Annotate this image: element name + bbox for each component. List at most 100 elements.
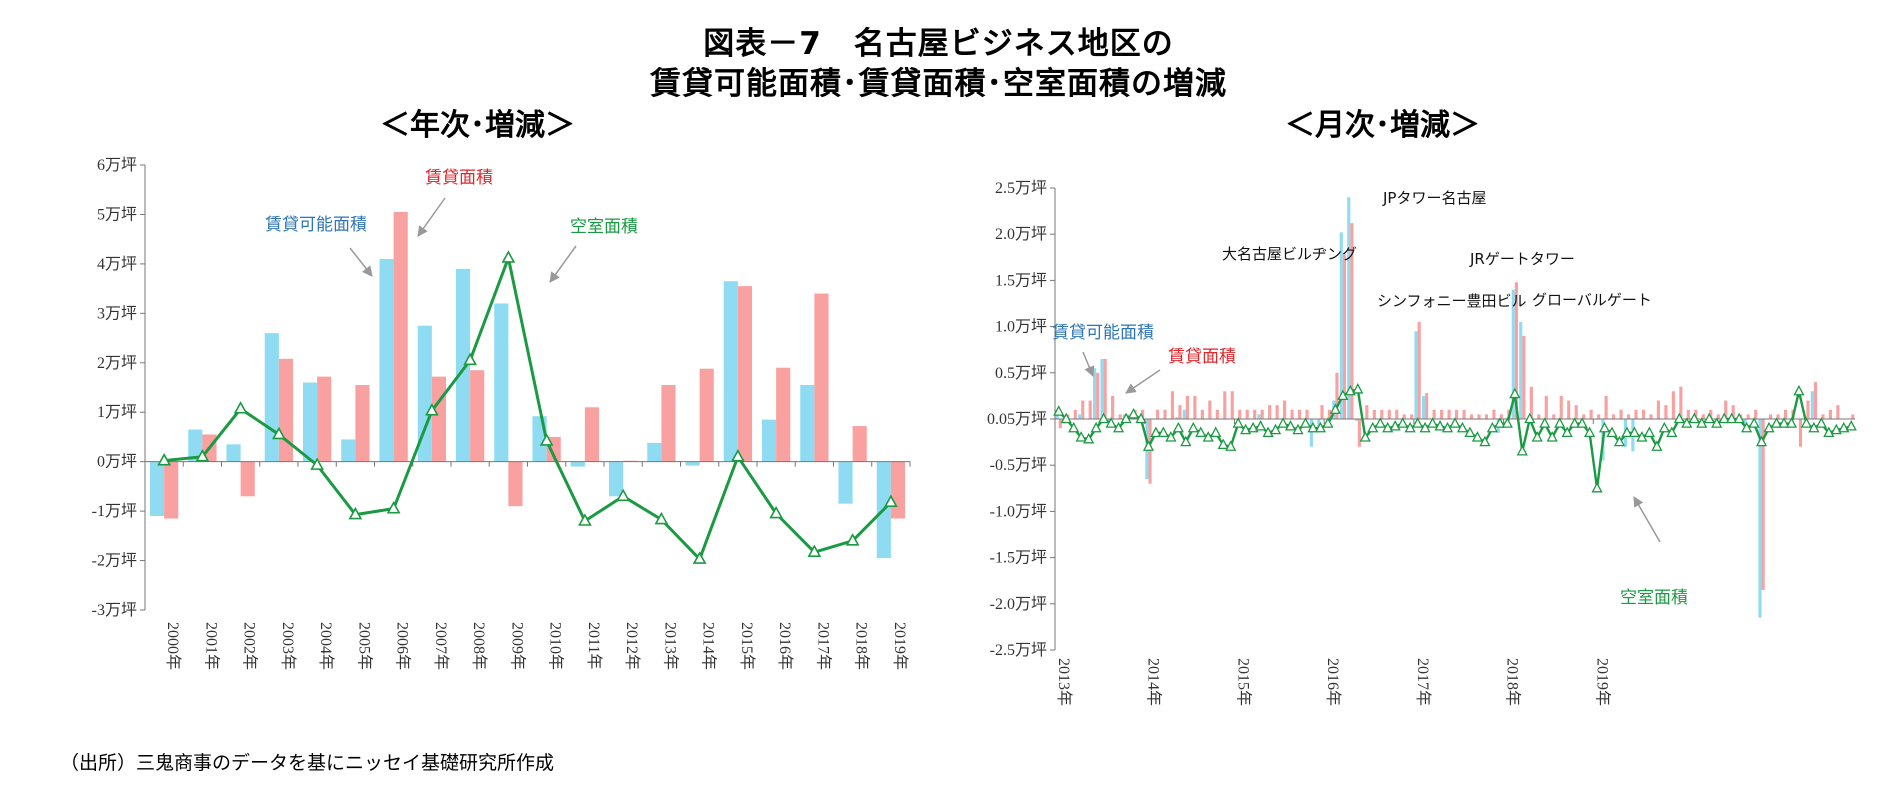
monthly-bar-available [1317,419,1321,429]
monthly-point-vacant [1800,417,1812,428]
monthly-bar-available [1257,414,1261,419]
monthly-x-tick-label: 2015年 [1234,658,1252,706]
monthly-point-vacant [1770,417,1783,428]
annual-y-tick-label: -3万坪 [92,601,137,619]
monthly-bar-leased [1499,414,1503,419]
monthly-bar-leased [1776,414,1780,419]
monthly-point-vacant [1651,440,1663,451]
monthly-y-tick-label: 1.0万坪 [995,318,1047,336]
monthly-bar-leased [1455,409,1459,419]
monthly-bar-leased [1402,414,1406,419]
monthly-bar-leased [1432,409,1436,419]
callout-jp-tower: JPタワー名古屋 [1382,189,1486,207]
annual-y-tick-label: -1万坪 [92,502,137,520]
monthly-point-vacant [1539,417,1551,428]
monthly-bar-leased [1088,400,1092,419]
monthly-point-vacant [1830,423,1842,435]
monthly-point-vacant [1554,417,1566,428]
annual-x-tick-label: 2011年 [585,622,603,669]
chart-title-line1: 図表－7 名古屋ビジネス地区の [703,26,1174,62]
monthly-bar-leased [1283,400,1287,419]
monthly-point-vacant [1591,481,1603,493]
monthly-bar-leased [1395,409,1399,419]
annual-x-tick-label: 2005年 [355,622,373,670]
monthly-point-vacant [1269,423,1282,435]
monthly-bar-leased [1140,409,1145,419]
annual-bar-available [455,268,471,462]
monthly-point-vacant [1434,420,1446,431]
monthly-y-tick-label: -2.0万坪 [990,595,1047,613]
annual-point-vacant [884,494,898,508]
monthly-point-vacant [1561,426,1573,438]
monthly-bar-leased [1268,405,1272,419]
monthly-bar-leased [1155,409,1160,419]
monthly-bar-leased [1073,409,1077,419]
monthly-bar-leased [1664,405,1668,419]
monthly-point-vacant [1569,417,1581,428]
monthly-x-tick-label: 2016年 [1324,658,1342,706]
annual-bar-leased [278,358,294,462]
annual-bar-leased [584,407,600,462]
annual-y-tick-label: 5万坪 [97,205,137,223]
monthly-point-vacant [1352,383,1364,394]
annual-y-tick-label: 3万坪 [97,304,137,322]
monthly-point-vacant [1083,432,1095,444]
annual-bar-available [188,429,203,462]
monthly-point-vacant [1135,412,1147,424]
monthly-bar-leased [1477,414,1481,419]
monthly-bar-available [1758,419,1762,618]
source-note: （出所）三鬼商事のデータを基にニッセイ基礎研究所作成 [60,752,555,774]
monthly-bar-leased [1103,358,1107,419]
monthly-bar-leased [1297,409,1302,419]
monthly-x-tick-label: 2014年 [1145,658,1163,706]
monthly-bar-leased [1230,391,1234,419]
monthly-bar-leased [1798,419,1803,447]
annual-bar-available [570,461,585,467]
monthly-bar-leased [1170,391,1175,419]
monthly-point-vacant [1726,412,1738,424]
monthly-point-vacant [1157,426,1169,438]
monthly-bar-available [1078,414,1082,419]
monthly-bar-leased [1058,419,1062,429]
annual-arrow-vacant [549,245,577,283]
monthly-point-vacant [1225,440,1237,451]
monthly-bar-leased [1724,400,1728,419]
annual-bar-available [226,444,241,462]
monthly-point-vacant [1359,431,1371,442]
monthly-point-vacant [1509,387,1521,399]
monthly-bar-leased [1305,409,1309,419]
monthly-point-vacant [1673,412,1685,424]
monthly-bar-leased [1290,409,1294,419]
monthly-point-vacant [1344,384,1356,396]
annual-x-tick-label: 2003年 [279,622,297,670]
annual-x-tick-label: 2018年 [853,622,871,670]
monthly-bar-leased [1275,405,1279,419]
monthly-bar-leased [1484,414,1489,419]
annual-bar-leased [470,370,485,462]
monthly-point-vacant [1382,421,1394,433]
annual-x-tick-label: 2008年 [470,622,488,670]
monthly-bar-leased [1597,414,1601,419]
annual-label-vacant: 空室面積 [570,217,638,237]
monthly-bar-leased [1185,395,1189,419]
monthly-point-vacant [1718,412,1730,424]
monthly-bar-leased [1589,409,1593,419]
monthly-label-leased: 賃貸面積 [1168,347,1236,367]
monthly-bar-available [1519,321,1523,419]
monthly-point-vacant [1643,426,1655,438]
annual-point-vacant [425,403,439,416]
annual-bar-leased [240,461,255,497]
monthly-x-tick-label: 2018年 [1504,658,1522,706]
monthly-bar-available [1347,197,1351,419]
monthly-point-vacant [1576,417,1588,428]
monthly-point-vacant [1329,403,1341,414]
annual-point-vacant [386,500,401,514]
annual-bar-available [417,325,432,462]
monthly-bar-leased [1836,405,1840,419]
annual-x-tick-label: 2000年 [164,622,182,670]
monthly-bar-leased [1208,400,1212,419]
monthly-point-vacant [1748,417,1760,428]
monthly-bar-leased [1656,400,1661,419]
annual-point-vacant [195,449,210,462]
annual-point-vacant [731,449,745,462]
